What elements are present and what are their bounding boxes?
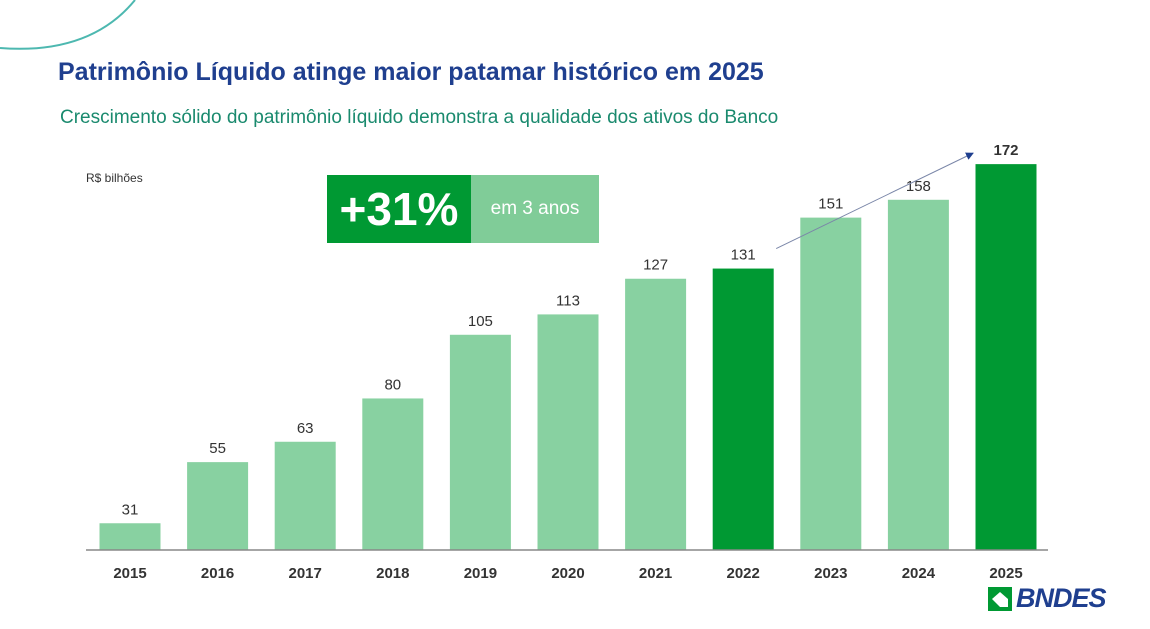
x-tick-2020: 2020 [551, 565, 584, 582]
x-tick-2025: 2025 [989, 565, 1022, 582]
x-tick-2016: 2016 [201, 565, 234, 582]
x-tick-2018: 2018 [376, 565, 409, 582]
data-label-2020: 113 [556, 292, 580, 309]
page-subtitle: Crescimento sólido do patrimônio líquido… [60, 107, 779, 128]
page-title: Patrimônio Líquido atinge maior patamar … [58, 58, 764, 86]
bar-2022 [712, 268, 774, 550]
x-tick-2023: 2023 [814, 565, 847, 582]
data-label-2017: 63 [297, 420, 314, 437]
x-tick-2019: 2019 [464, 565, 497, 582]
bndes-logo: BNDES [988, 583, 1107, 614]
bar-2025 [975, 164, 1037, 550]
bar-2021 [625, 278, 687, 550]
decorative-arc [0, 0, 136, 50]
growth-badge: +31% em 3 anos [327, 175, 599, 243]
x-tick-2024: 2024 [902, 565, 936, 582]
data-label-2023: 151 [818, 196, 843, 213]
data-label-2024: 158 [906, 178, 931, 195]
data-label-2016: 55 [209, 440, 226, 457]
data-label-2018: 80 [384, 376, 401, 393]
bar-2019 [449, 334, 511, 550]
data-label-2019: 105 [468, 313, 493, 330]
growth-arrow [775, 152, 974, 250]
data-label-2025: 172 [993, 142, 1018, 159]
unit-label: R$ bilhões [86, 171, 143, 185]
x-tick-2017: 2017 [289, 565, 322, 582]
x-tick-2022: 2022 [727, 565, 760, 582]
growth-period: em 3 anos [471, 175, 599, 243]
bndes-logo-icon [988, 586, 1012, 611]
bar-2018 [362, 398, 424, 550]
x-tick-2021: 2021 [639, 565, 672, 582]
bar-2023 [800, 217, 862, 550]
bar-2017 [274, 441, 336, 550]
x-tick-2015: 2015 [113, 565, 146, 582]
data-label-2021: 127 [643, 257, 668, 274]
bar-2015 [99, 523, 161, 550]
data-label-2022: 131 [731, 247, 756, 264]
data-label-2015: 31 [122, 501, 139, 518]
growth-value: +31% [327, 175, 471, 243]
bar-2024 [887, 199, 949, 550]
bar-2020 [537, 314, 599, 550]
bar-2016 [187, 462, 249, 550]
